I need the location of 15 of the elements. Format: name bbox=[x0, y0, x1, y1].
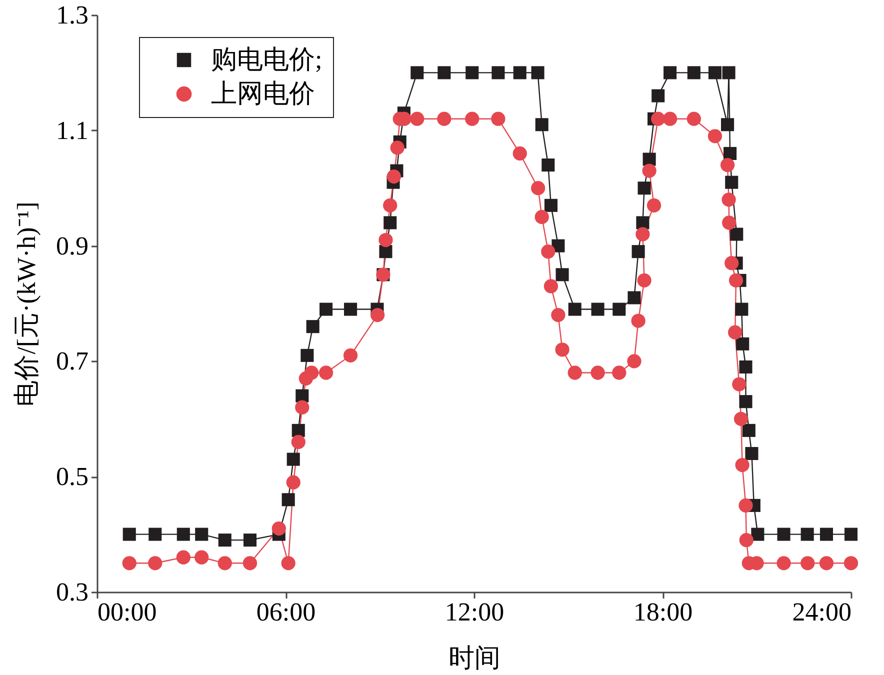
legend-label: 购电电价; bbox=[211, 45, 322, 74]
y-tick-label: 1.3 bbox=[56, 0, 88, 30]
y-tick-label: 0.9 bbox=[56, 231, 88, 260]
x-tick-label: 24:00 bbox=[792, 598, 852, 626]
x-tick-label: 00:00 bbox=[98, 598, 157, 626]
x-tick-label: 12:00 bbox=[444, 598, 504, 626]
y-axis-title: 电价/[元·(kW·h)⁻¹] bbox=[12, 202, 41, 406]
x-axis-title: 时间 bbox=[448, 644, 500, 672]
y-tick-label: 0.7 bbox=[56, 346, 88, 376]
y-tick-label: 1.1 bbox=[56, 116, 88, 145]
legend-label: 上网电价 bbox=[211, 79, 315, 108]
x-tick-label: 18:00 bbox=[633, 598, 693, 626]
y-tick-label: 0.3 bbox=[56, 578, 88, 606]
y-tick-label: 0.5 bbox=[56, 462, 88, 492]
x-tick-label: 06:00 bbox=[256, 598, 316, 626]
